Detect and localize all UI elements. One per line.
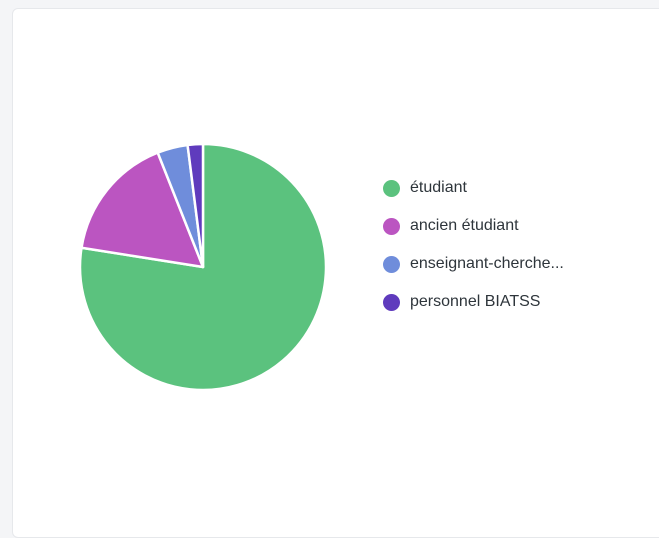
chart-card: étudiant ancien étudiant enseignant-cher… [12,8,659,538]
legend-swatch-personnel-biatss [383,293,400,311]
legend-label-enseignant-chercheur: enseignant-cherche... [410,255,564,272]
chart-legend: étudiant ancien étudiant enseignant-cher… [383,169,659,321]
legend-label-etudiant: étudiant [410,179,467,196]
legend-label-ancien-etudiant: ancien étudiant [410,217,519,234]
pie-slice-personnel-biatss[interactable] [186,142,205,269]
legend-swatch-ancien-etudiant [383,217,400,235]
legend-item-personnel-biatss[interactable]: personnel BIATSS [383,283,659,321]
legend-item-ancien-etudiant[interactable]: ancien étudiant [383,207,659,245]
legend-label-personnel-biatss: personnel BIATSS [410,293,541,310]
legend-swatch-enseignant-chercheur [383,255,400,273]
legend-item-etudiant[interactable]: étudiant [383,169,659,207]
pie-slice-ancien-etudiant[interactable] [80,151,205,269]
legend-item-enseignant-chercheur[interactable]: enseignant-cherche... [383,245,659,283]
pie-chart [78,142,328,392]
legend-swatch-etudiant [383,179,400,197]
